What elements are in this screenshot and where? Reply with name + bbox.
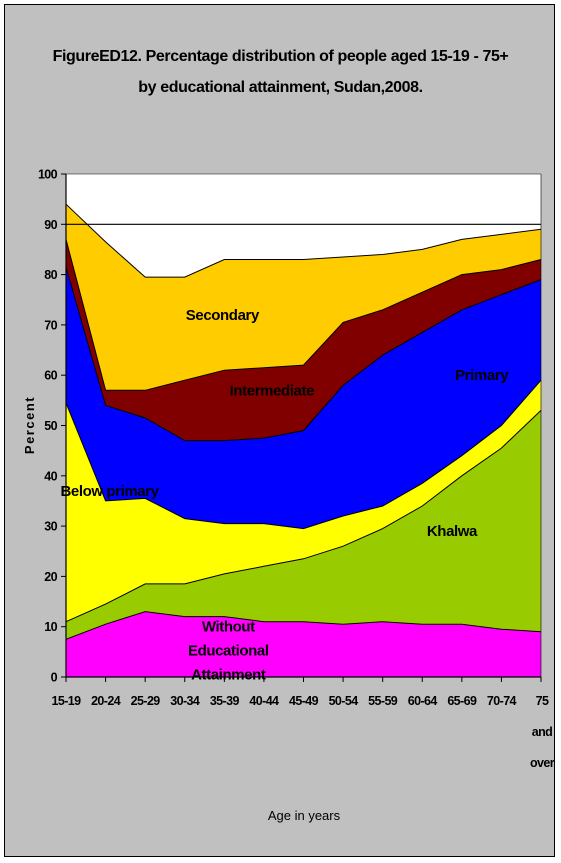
x-tick-label-line: 20-24 [91, 694, 121, 708]
area-label-intermediate: Intermediate [230, 382, 314, 399]
x-tick-label-line: 70-74 [487, 694, 517, 708]
x-tick-label-line: 50-54 [329, 694, 359, 708]
y-tick-label-20: 20 [44, 570, 57, 584]
area-labels-group: Without Educational Attainment Khalwa Below … [60, 307, 509, 684]
x-tick-label-line: 40-44 [249, 694, 279, 708]
boundary-khalwa [65, 410, 542, 623]
boundary-below-primary [65, 379, 542, 530]
area-below-primary [66, 380, 541, 622]
x-tick-label-75-and-over: 75 and over [530, 694, 555, 770]
x-tick-label-line: and [532, 725, 552, 739]
x-tick-label-50-54: 50-54 [329, 694, 359, 708]
boundary-intermediate [65, 239, 542, 391]
area-label-line: Khalwa [427, 523, 478, 540]
x-tick-label-line: over [530, 756, 555, 770]
x-tick-label-55-59: 55-59 [368, 694, 398, 708]
x-tick-label-40-44: 40-44 [249, 694, 279, 708]
x-tick-label-line: 35-39 [210, 694, 240, 708]
x-tick-label-line: 30-34 [170, 694, 200, 708]
x-tick-label-line: 25-29 [131, 694, 161, 708]
x-tick-label-45-49: 45-49 [289, 694, 319, 708]
y-tick-label-40: 40 [44, 469, 57, 483]
boundary-primary [65, 266, 542, 442]
y-tick-label-30: 30 [44, 520, 57, 534]
x-axis-label: Age in years [268, 808, 341, 823]
area-label-primary: Primary [455, 367, 509, 384]
chart-subtitle: by educational attainment, Sudan,2008. [138, 79, 423, 96]
y-tick-label-10: 10 [44, 620, 57, 634]
boundary-without-educational-attainment [65, 611, 542, 640]
y-tick-label-50: 50 [44, 419, 57, 433]
y-axis-label: Percent [22, 396, 37, 454]
y-tick-label-70: 70 [44, 318, 57, 332]
y-axis-ticks: 0 10 20 30 40 50 60 70 80 90 100 [38, 168, 66, 685]
area-label-khalwa: Khalwa [427, 523, 478, 540]
x-axis-ticks: 15-19 20-24 25-29 30-34 35-39 40-44 45-49 50-54… [52, 677, 555, 770]
area-label-line: Educational [188, 643, 269, 660]
x-tick-label-line: 15-19 [52, 694, 82, 708]
x-tick-label-30-34: 30-34 [170, 694, 200, 708]
x-tick-label-15-19: 15-19 [52, 694, 82, 708]
x-tick-label-line: 75 [536, 694, 549, 708]
x-tick-label-60-64: 60-64 [408, 694, 438, 708]
area-intermediate [66, 239, 541, 441]
x-tick-label-70-74: 70-74 [487, 694, 517, 708]
area-label-line: Attainment [191, 667, 266, 684]
y-tick-label-80: 80 [44, 268, 57, 282]
x-tick-label-line: 55-59 [368, 694, 398, 708]
area-label-line: Without [202, 619, 255, 636]
x-tick-label-line: 45-49 [289, 694, 319, 708]
boundary-lines-group [65, 203, 542, 640]
area-without-educational-attainment [66, 611, 541, 677]
x-tick-label-20-24: 20-24 [91, 694, 121, 708]
x-tick-label-65-69: 65-69 [447, 694, 477, 708]
area-label-line: Primary [455, 367, 509, 384]
boundary-secondary [65, 203, 542, 278]
area-label-line: Secondary [186, 307, 260, 324]
y-tick-label-90: 90 [44, 218, 57, 232]
x-tick-label-line: 65-69 [447, 694, 477, 708]
x-tick-label-line: 60-64 [408, 694, 438, 708]
x-tick-label-25-29: 25-29 [131, 694, 161, 708]
y-tick-label-100: 100 [38, 168, 58, 182]
area-label-line: Below primary [60, 483, 159, 500]
area-secondary [66, 204, 541, 391]
x-tick-label-35-39: 35-39 [210, 694, 240, 708]
y-tick-label-60: 60 [44, 369, 57, 383]
chart-title: FigureED12. Percentage distribution of p… [52, 48, 509, 65]
area-label-without-educational-attainment: Without Educational Attainment [188, 619, 269, 684]
area-label-secondary: Secondary [186, 307, 260, 324]
area-series-group [66, 204, 541, 677]
area-label-line: Intermediate [230, 382, 314, 399]
area-khalwa [66, 410, 541, 640]
area-label-below-primary: Below primary [60, 483, 159, 500]
chart-title-block: FigureED12. Percentage distribution of p… [5, 41, 556, 103]
y-tick-label-0: 0 [51, 671, 58, 685]
